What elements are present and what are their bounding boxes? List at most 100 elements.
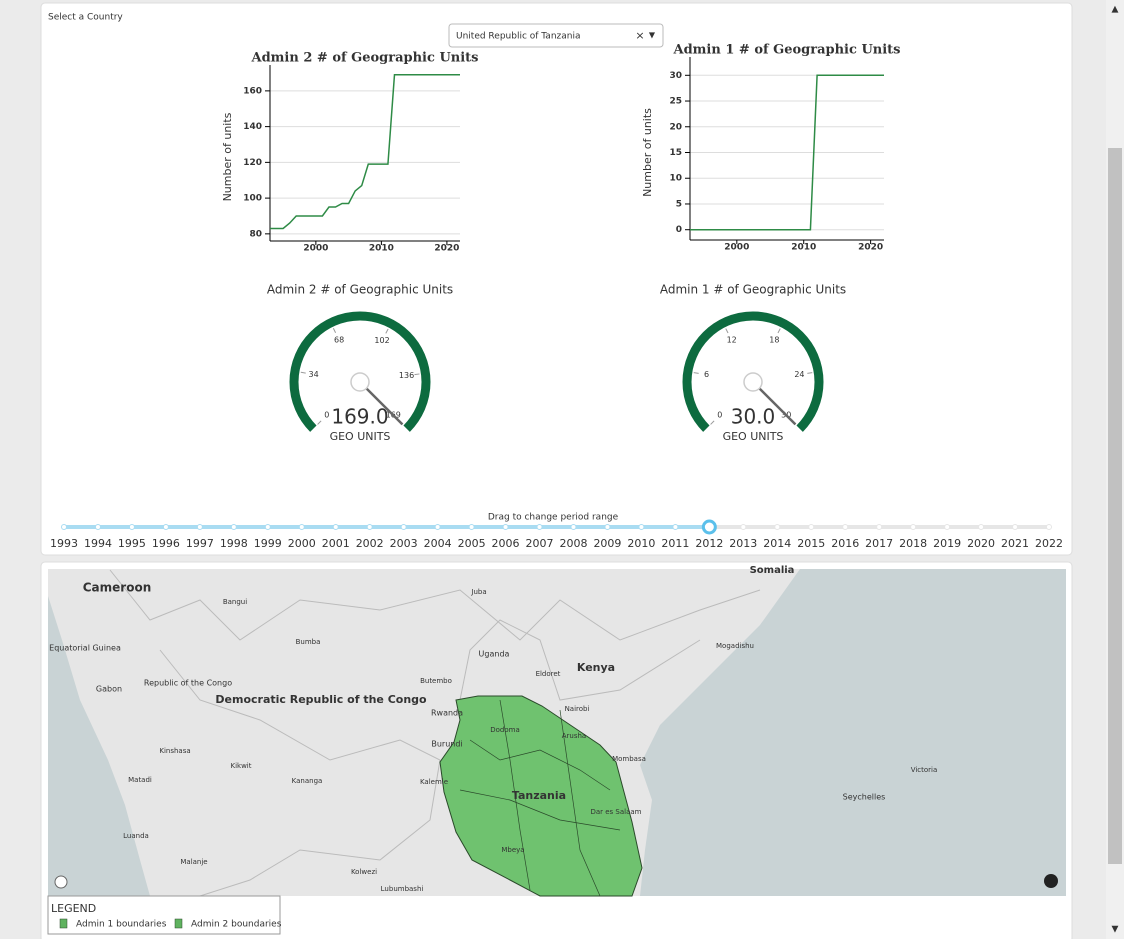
- slider-year: 2000: [288, 537, 316, 550]
- slider-dot: [230, 524, 237, 530]
- slider-dot: [298, 524, 305, 530]
- y-tick-label: 15: [669, 148, 682, 158]
- gauge-tick: [725, 328, 729, 334]
- map-label: Kolwezi: [351, 868, 377, 876]
- slider-dot: [400, 524, 407, 530]
- gauge-tick: [777, 328, 781, 334]
- map-label: Kalemie: [420, 778, 448, 786]
- map-label: Victoria: [911, 766, 938, 774]
- slider-dot: [332, 524, 339, 530]
- map-search-icon[interactable]: [54, 875, 68, 889]
- slider-year: 2001: [322, 537, 350, 550]
- scroll-down[interactable]: ▼: [1112, 925, 1119, 935]
- slider-dot: [366, 524, 373, 530]
- map-label: Matadi: [128, 776, 152, 784]
- x-tick-label: 2010: [369, 244, 394, 254]
- gauge-needle: [752, 381, 797, 426]
- scrollbar-thumb[interactable]: [1108, 148, 1122, 864]
- slider-year: 2019: [933, 537, 961, 550]
- gauge-value: 30.0: [731, 405, 776, 429]
- slider-year: 2018: [899, 537, 927, 550]
- map-label: Gabon: [96, 685, 122, 694]
- scroll-up[interactable]: ▲: [1112, 5, 1119, 15]
- legend-swatch: [174, 918, 183, 929]
- x-tick-label: 2020: [858, 243, 883, 253]
- slider-year: 2012: [695, 537, 723, 550]
- slider-year: 1999: [254, 537, 282, 550]
- gauge-tick: [693, 372, 699, 374]
- y-tick-label: 120: [243, 158, 262, 168]
- map-info-icon[interactable]: [1044, 874, 1058, 888]
- slider-year: 2004: [424, 537, 452, 550]
- gauge-tick-label: 68: [334, 335, 344, 344]
- y-tick-label: 140: [243, 122, 262, 132]
- slider-year: 1996: [152, 537, 180, 550]
- slider-year: 2010: [627, 537, 655, 550]
- map-label: Mbeya: [501, 846, 524, 854]
- slider-year: 2009: [593, 537, 621, 550]
- controls-card: [40, 2, 1073, 556]
- map-label: Arusha: [562, 732, 586, 740]
- legend-item: Admin 1 boundaries: [76, 920, 167, 930]
- map-label: Luanda: [123, 832, 149, 840]
- dropdown-arrow[interactable]: ▼: [649, 31, 656, 40]
- map-label: Lubumbashi: [381, 885, 424, 893]
- gauge-tick-label: 18: [769, 336, 779, 345]
- gauge-hub: [743, 372, 763, 392]
- map-label: Eldoret: [536, 670, 561, 678]
- map-label: Republic of the Congo: [144, 679, 232, 688]
- slider-year: 1994: [84, 537, 112, 550]
- slider-year: 1997: [186, 537, 214, 550]
- slider-dot: [774, 524, 781, 530]
- legend-box: [47, 895, 281, 935]
- slider-dot: [468, 524, 475, 530]
- admin-boundary: [459, 789, 621, 831]
- map[interactable]: Cameroon Equatorial Guinea Gabon Republic o…: [48, 565, 1066, 897]
- country-dropdown[interactable]: [448, 23, 664, 48]
- x-tick-label: 2000: [303, 244, 328, 254]
- slider-dot: [196, 524, 203, 530]
- legend-item: Admin 2 boundaries: [191, 920, 282, 930]
- y-tick-label: 160: [243, 86, 262, 96]
- slider-dot: [740, 524, 747, 530]
- slider-year: 2006: [492, 537, 520, 550]
- map-label: Nairobi: [565, 705, 590, 713]
- slider-handle[interactable]: [701, 519, 717, 535]
- gauge-hub: [350, 372, 370, 392]
- legend-swatch: [59, 918, 68, 929]
- gauge-tick-label: 102: [374, 336, 389, 345]
- map-label: Dodoma: [490, 726, 520, 734]
- tanzania-region[interactable]: [439, 695, 643, 897]
- map-label: Somalia: [750, 565, 795, 576]
- slider-year: 2016: [831, 537, 859, 550]
- map-label: Cameroon: [83, 581, 152, 595]
- gauge-needle: [359, 381, 404, 426]
- clear-button[interactable]: ×: [635, 29, 644, 42]
- slider-year: 2021: [1001, 537, 1029, 550]
- slider-year: 2011: [661, 537, 689, 550]
- y-tick-label: 10: [669, 174, 682, 184]
- x-tick-label: 2010: [791, 243, 816, 253]
- gauge-tick-label: 24: [794, 370, 804, 379]
- gauge-tick-label: 34: [309, 370, 319, 379]
- border-lines: [109, 569, 761, 641]
- slider-dot: [808, 524, 815, 530]
- border-lines: [159, 649, 441, 897]
- map-label: Mogadishu: [716, 642, 754, 650]
- slider-dot: [61, 524, 67, 530]
- data-line: [270, 74, 460, 230]
- map-label: Seychelles: [843, 793, 886, 802]
- slider-year: 2014: [763, 537, 791, 550]
- slider-dot: [604, 524, 611, 530]
- gauge-tick-label: 136: [399, 371, 414, 380]
- map-label: Tanzania: [512, 789, 566, 802]
- slider-year: 1993: [50, 537, 78, 550]
- slider-dot: [570, 524, 577, 530]
- gauge-unit: GEO UNITS: [330, 430, 391, 443]
- gauge-tick-label: 12: [727, 336, 737, 345]
- map-label: Juba: [470, 588, 486, 596]
- slider-dot: [264, 524, 271, 530]
- gauge-tick: [317, 420, 322, 425]
